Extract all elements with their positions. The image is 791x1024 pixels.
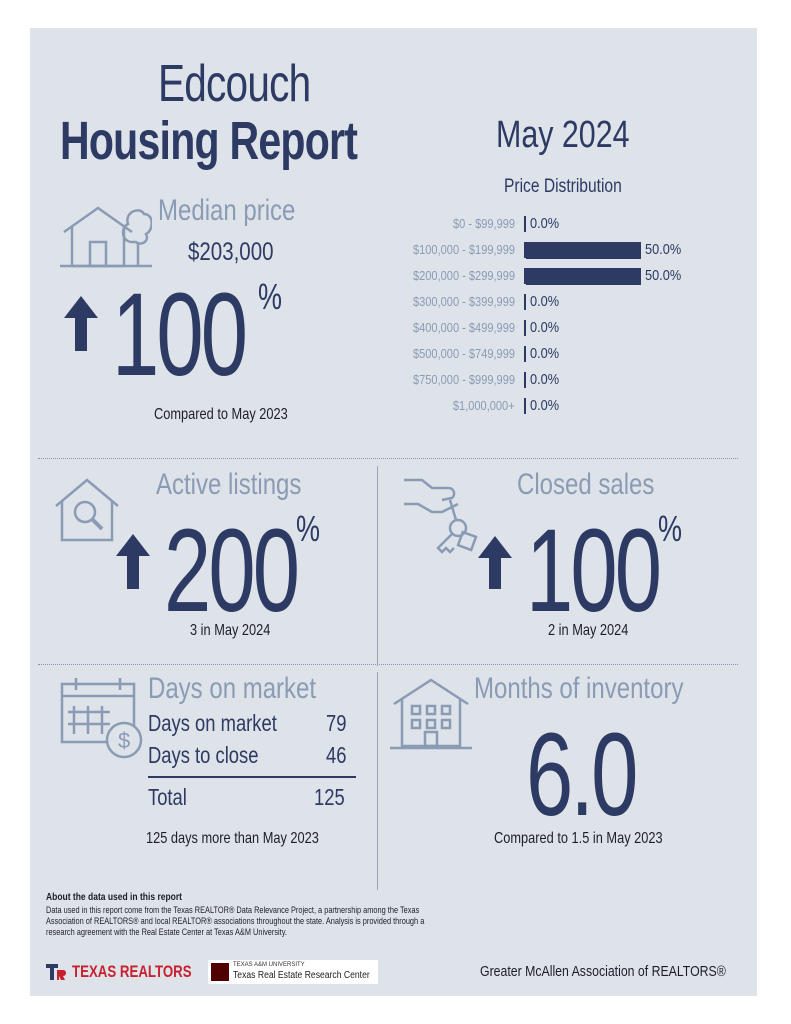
tamu-logo-text: Texas Real Estate Research Center: [233, 970, 370, 981]
report-panel: Edcouch Housing Report May 2024 Price Di…: [30, 28, 757, 996]
price-bucket-axis: [524, 320, 526, 336]
texas-realtors-logo-icon: [46, 962, 68, 982]
price-bucket-bar: [526, 268, 641, 285]
price-bucket-row: $0 - $99,999 0.0%: [30, 214, 757, 234]
median-price-heading: Median price: [158, 194, 296, 227]
price-bucket-label: $750,000 - $999,999: [413, 372, 515, 387]
price-bucket-label: $1,000,000+: [453, 398, 515, 413]
price-bucket-axis: [524, 346, 526, 362]
dom-total-label: Total: [148, 784, 187, 810]
price-bucket-row: $500,000 - $749,999 0.0%: [30, 344, 757, 364]
price-bucket-axis: [524, 216, 526, 232]
closed-sales-unit: %: [658, 508, 683, 549]
about-text: Data used in this report come from the T…: [46, 905, 425, 937]
closed-sales-change: 100: [526, 505, 662, 637]
median-price-note: Compared to May 2023: [154, 406, 288, 423]
active-up-arrow-icon: [116, 534, 150, 556]
closed-up-arrow-shaft: [489, 557, 501, 589]
dom-row-2-value: 46: [326, 742, 347, 768]
tamu-logo-icon: [211, 963, 229, 981]
median-price-value: $203,000: [188, 238, 274, 266]
closed-sales-note: 2 in May 2024: [548, 622, 629, 639]
months-inventory-value: 6.0: [526, 709, 638, 841]
price-bucket-axis: [524, 294, 526, 310]
active-listings-note: 3 in May 2024: [190, 622, 271, 639]
price-bucket-row: $300,000 - $399,999 0.0%: [30, 292, 757, 312]
divider-1: [38, 458, 738, 459]
dom-total-rule: [148, 776, 356, 778]
house-tree-icon: [60, 206, 152, 268]
price-bucket-row: $750,000 - $999,999 0.0%: [30, 370, 757, 390]
price-bucket-row: $1,000,000+ 0.0%: [30, 396, 757, 416]
active-up-arrow-shaft: [127, 555, 139, 589]
median-up-arrow-icon: [64, 296, 98, 318]
price-bucket-axis: [524, 242, 526, 258]
vertical-divider-1: [377, 466, 378, 666]
price-bucket-value: 0.0%: [530, 345, 560, 362]
price-bucket-value: 0.0%: [530, 371, 560, 388]
dom-total-value: 125: [314, 784, 345, 810]
price-bucket-label: $0 - $99,999: [452, 216, 515, 231]
days-on-market-note: 125 days more than May 2023: [146, 830, 319, 847]
report-title: Housing Report: [60, 111, 358, 171]
price-bucket-label: $200,000 - $299,999: [413, 268, 515, 283]
closed-up-arrow-icon: [478, 536, 512, 558]
price-bucket-value: 0.0%: [530, 215, 560, 232]
price-bucket-value: 50.0%: [645, 267, 682, 284]
price-bucket-row: $400,000 - $499,999 0.0%: [30, 318, 757, 338]
hand-key-icon: [404, 478, 478, 554]
association-name: Greater McAllen Association of REALTORS®: [480, 963, 726, 980]
price-bucket-axis: [524, 398, 526, 414]
median-price-unit: %: [258, 276, 283, 317]
price-bucket-label: $400,000 - $499,999: [413, 320, 515, 335]
active-listings-change: 200: [164, 505, 300, 637]
price-bucket-axis: [524, 268, 526, 284]
median-up-arrow-shaft: [75, 317, 87, 351]
days-on-market-heading: Days on market: [148, 672, 317, 705]
report-month: May 2024: [496, 114, 630, 156]
price-bucket-row: $200,000 - $299,999 50.0%: [30, 266, 757, 286]
price-bucket-label: $300,000 - $399,999: [413, 294, 515, 309]
svg-text:$: $: [118, 728, 130, 753]
price-bucket-value: 50.0%: [645, 241, 682, 258]
tamu-logo: TEXAS A&M UNIVERSITY Texas Real Estate R…: [208, 960, 378, 984]
price-bucket-row: $100,000 - $199,999 50.0%: [30, 240, 757, 260]
price-bucket-label: $500,000 - $749,999: [413, 346, 515, 361]
price-bucket-label: $100,000 - $199,999: [413, 242, 515, 257]
median-price-change: 100: [112, 269, 248, 401]
price-bucket-bar: [526, 242, 641, 259]
price-bucket-value: 0.0%: [530, 319, 560, 336]
months-inventory-note: Compared to 1.5 in May 2023: [494, 830, 663, 847]
city-name: Edcouch: [158, 55, 311, 113]
house-search-icon: [55, 478, 119, 542]
price-bucket-value: 0.0%: [530, 397, 560, 414]
price-bucket-axis: [524, 372, 526, 388]
dom-row-1-value: 79: [326, 710, 347, 736]
price-distribution-title: Price Distribution: [504, 176, 622, 197]
closed-sales-heading: Closed sales: [517, 468, 655, 501]
tamu-logo-small: TEXAS A&M UNIVERSITY: [233, 962, 305, 968]
texas-realtors-logo-text: TEXAS REALTORS: [72, 962, 192, 981]
active-listings-heading: Active listings: [156, 468, 302, 501]
building-icon: [390, 678, 472, 750]
months-inventory-heading: Months of inventory: [474, 672, 684, 705]
price-bucket-value: 0.0%: [530, 293, 560, 310]
dom-row-1-label: Days on market: [148, 710, 277, 736]
calendar-dollar-icon: $: [60, 678, 143, 759]
about-title: About the data used in this report: [46, 892, 183, 903]
active-listings-unit: %: [296, 508, 321, 549]
vertical-divider-2: [377, 672, 378, 890]
dom-row-2-label: Days to close: [148, 742, 259, 768]
divider-2: [38, 664, 738, 665]
